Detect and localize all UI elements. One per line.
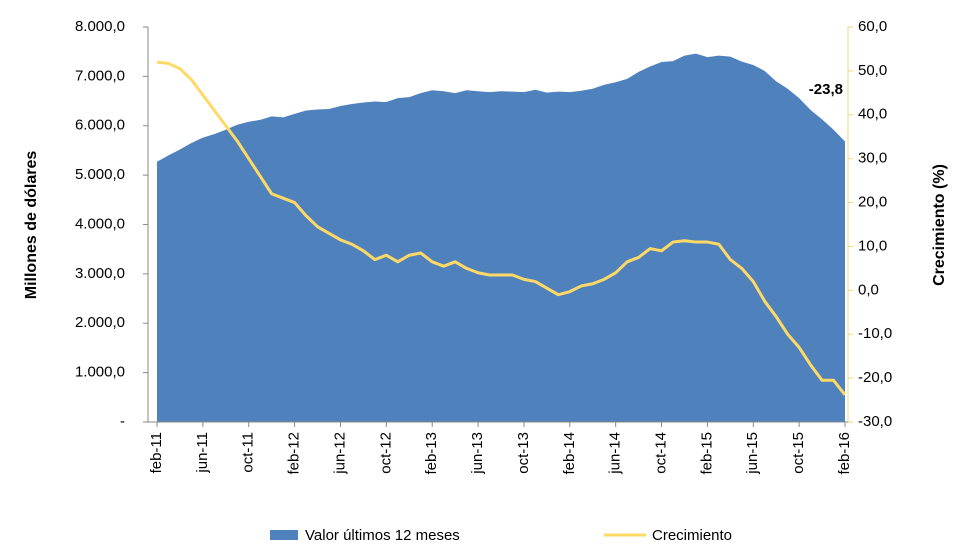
line (156, 60, 847, 396)
y2-tick-label: 40,0 (858, 106, 887, 123)
area (157, 53, 845, 422)
x-tick-label: oct-12 (377, 432, 394, 474)
legend-swatch (270, 530, 298, 540)
y-axis-label: Millones de dólares (23, 151, 40, 300)
x-tick-label: jun-15 (744, 432, 761, 475)
y2-tick-label: 20,0 (858, 194, 887, 211)
legend-label: Valor últimos 12 meses (305, 527, 460, 544)
y2-axis-label: Crecimiento (%) (931, 164, 948, 286)
data-label: -23,8 (809, 81, 843, 98)
x-tick-label: feb-11 (148, 432, 165, 473)
x-tick-label: oct-11 (240, 432, 257, 473)
y-tick-label: 3.000,0 (75, 265, 125, 282)
y-tick-label: 2.000,0 (75, 314, 125, 331)
y2-tick-label: -10,0 (858, 325, 892, 342)
x-tick-label: jun-13 (469, 432, 486, 475)
x-tick-label: oct-13 (515, 432, 532, 474)
y-tick-label: 4.000,0 (75, 215, 125, 232)
y2-tick-label: 0,0 (858, 281, 879, 298)
x-tick-label: feb-16 (836, 432, 853, 475)
y2-tick-label: -30,0 (858, 413, 892, 430)
x-tick-label: feb-15 (698, 432, 715, 475)
y-tick-label: 5.000,0 (75, 166, 125, 183)
y-tick-label: 6.000,0 (75, 117, 125, 134)
x-tick-label: jun-11 (194, 432, 211, 474)
x-tick-label: oct-15 (790, 432, 807, 474)
y-tick-label: 8.000,0 (75, 18, 125, 35)
y-tick-label: 1.000,0 (75, 364, 125, 381)
y-tick-label: - (120, 413, 125, 430)
y-tick-label: 7.000,0 (75, 67, 125, 84)
x-tick-label: feb-12 (286, 432, 303, 475)
x-tick-label: oct-14 (653, 432, 670, 474)
y2-tick-label: 10,0 (858, 237, 887, 254)
x-tick-label: jun-12 (331, 432, 348, 475)
legend-label: Crecimiento (652, 527, 732, 544)
x-tick-label: feb-14 (561, 432, 578, 475)
y2-tick-label: -20,0 (858, 369, 892, 386)
x-tick-label: jun-14 (607, 432, 624, 475)
x-tick-label: feb-13 (423, 432, 440, 475)
y2-tick-label: 30,0 (858, 150, 887, 167)
y2-tick-label: 60,0 (858, 18, 887, 35)
y2-tick-label: 50,0 (858, 62, 887, 79)
